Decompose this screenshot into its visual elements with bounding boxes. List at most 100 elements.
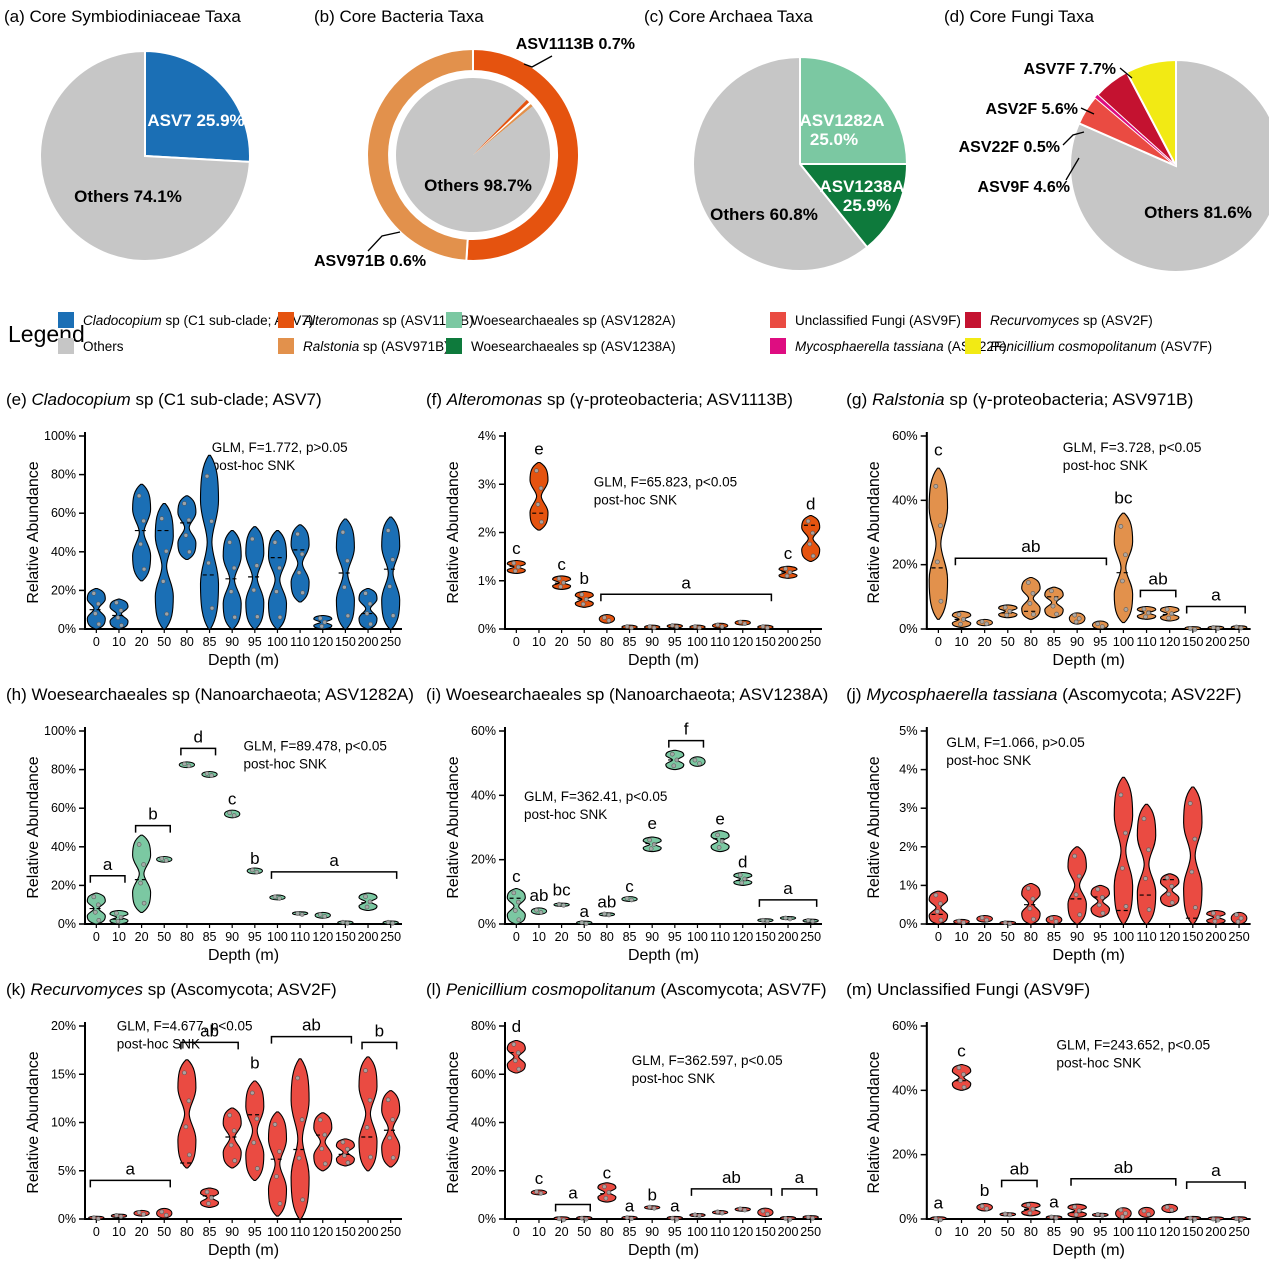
data-point: [141, 862, 146, 867]
x-tick-label: 50: [1001, 930, 1015, 944]
data-point: [96, 1216, 101, 1221]
data-point: [115, 918, 121, 924]
x-tick-label: 80: [180, 1225, 194, 1239]
data-point: [1215, 1217, 1221, 1223]
data-point: [159, 856, 165, 861]
data-point: [558, 584, 563, 590]
sig-bracket: [180, 747, 217, 756]
data-point: [783, 1216, 788, 1221]
y-axis-label: Relative Abundance: [445, 756, 462, 898]
data-point: [1027, 601, 1033, 606]
data-point: [602, 1184, 607, 1189]
legend-label: Penicillium cosmopolitanum (ASV7F): [990, 338, 1213, 354]
data-point: [805, 918, 811, 923]
violin-110: [1136, 803, 1157, 925]
y-tick-label: 80%: [471, 1019, 496, 1033]
pie-chart-a: (a) Core Symbiodiniaceae Taxa ASV7 25.9% O…: [4, 7, 251, 262]
y-tick-label: 60%: [892, 429, 918, 443]
violin-100: [1113, 512, 1134, 624]
data-point: [299, 551, 305, 557]
x-tick-label: 85: [1047, 635, 1061, 649]
data-point: [1146, 907, 1152, 912]
legend-swatch-yellow: [965, 338, 981, 354]
violin-95: [245, 526, 265, 630]
callout-line: [523, 55, 553, 68]
data-point: [250, 1090, 255, 1096]
data-point: [295, 1075, 300, 1081]
x-tick-label: 90: [1070, 930, 1084, 944]
x-tick-label: 150: [1182, 1225, 1203, 1239]
panel-title-i: (i) Woesearchaeales sp (Nanoarchaeota; A…: [426, 685, 828, 704]
data-point: [385, 528, 391, 533]
data-point: [1095, 886, 1101, 892]
data-point: [118, 608, 124, 613]
data-point: [159, 516, 165, 521]
data-point: [624, 896, 630, 901]
x-tick-label: 50: [577, 1225, 591, 1239]
violin-chart-e: (e) Cladocopium sp (C1 sub-clade; ASV7) 0…: [6, 390, 402, 669]
sig-bracket: [1000, 1179, 1038, 1188]
data-point: [367, 1097, 373, 1103]
stats-text: GLM, F=362.41, p<0.05: [524, 789, 667, 804]
data-point: [742, 621, 748, 626]
sig-bracket: [954, 557, 1108, 566]
data-point: [206, 1201, 211, 1206]
legend-item: Woesearchaeales sp (ASV1238A): [446, 333, 676, 359]
data-point: [1027, 1210, 1033, 1216]
data-point: [535, 502, 541, 507]
data-point: [765, 1211, 770, 1217]
violin-250: [381, 1090, 401, 1168]
data-point: [1169, 611, 1175, 617]
y-tick-label: 60%: [51, 506, 76, 520]
data-point: [232, 1158, 237, 1163]
x-tick-label: 120: [732, 635, 753, 649]
data-point: [209, 1195, 214, 1201]
data-point: [783, 915, 788, 921]
data-point: [115, 615, 121, 620]
pie-callout-label: ASV9F 4.6%: [978, 179, 1070, 196]
x-tick-label: 110: [1136, 1225, 1156, 1239]
data-point: [933, 484, 939, 489]
y-tick-label: 0%: [899, 917, 917, 931]
data-point: [277, 1201, 283, 1206]
sig-letter: ab: [1010, 1159, 1029, 1179]
data-point: [340, 1139, 346, 1145]
data-point: [1053, 919, 1059, 924]
legend-label: Cladocopium sp (C1 sub-clade; ASV7): [83, 312, 314, 328]
y-tick-label: 60%: [471, 724, 496, 738]
sig-letter: d: [512, 1017, 521, 1036]
x-tick-label: 250: [1228, 930, 1249, 944]
data-point: [1146, 847, 1151, 853]
data-point: [697, 761, 702, 766]
pie-slice-gap: [473, 102, 531, 155]
data-point: [737, 872, 743, 878]
data-point: [186, 763, 192, 769]
data-point: [1076, 873, 1082, 879]
stats-text: post-hoc SNK: [1063, 458, 1148, 473]
x-tick-label: 10: [532, 1225, 546, 1239]
data-point: [670, 1215, 675, 1221]
data-point: [390, 1155, 396, 1161]
x-tick-label: 20: [135, 930, 149, 944]
y-axis-label: Relative Abundance: [445, 461, 462, 603]
data-point: [602, 615, 607, 620]
data-point: [255, 614, 260, 620]
data-point: [651, 842, 657, 847]
data-point: [958, 1078, 963, 1083]
y-tick-label: 2%: [478, 526, 496, 540]
data-point: [206, 560, 211, 566]
pie-slice-Others: [396, 78, 551, 233]
data-point: [322, 1132, 328, 1138]
violin-100: [689, 756, 706, 767]
data-point: [697, 625, 702, 631]
data-point: [787, 570, 793, 575]
x-tick-label: 85: [1047, 930, 1061, 944]
data-point: [561, 1217, 566, 1223]
data-point: [1007, 609, 1013, 614]
data-point: [765, 625, 770, 631]
data-point: [692, 1212, 698, 1218]
violin-10: [951, 1064, 972, 1091]
x-tick-label: 150: [335, 635, 356, 649]
sig-bracket: [1139, 589, 1177, 598]
panel-title-h: (h) Woesearchaeales sp (Nanoarchaeota; A…: [6, 685, 414, 704]
